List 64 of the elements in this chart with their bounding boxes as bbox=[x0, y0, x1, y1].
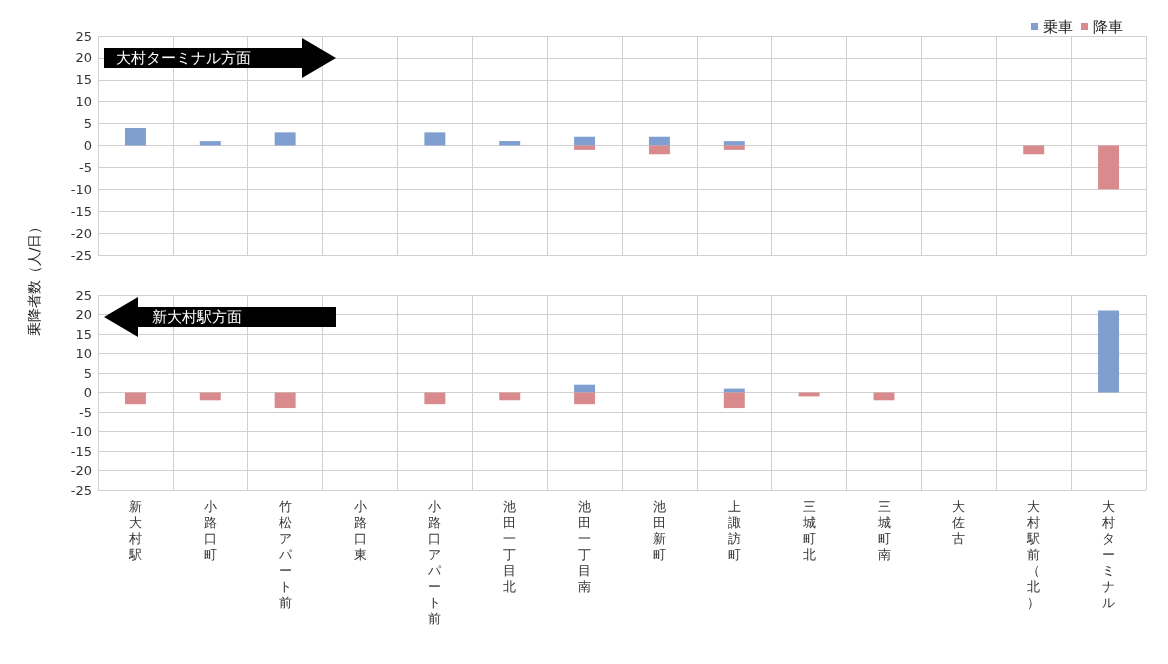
bar bbox=[648, 136, 670, 146]
legend-label: 降車 bbox=[1093, 17, 1123, 36]
y-tick-label: 5 bbox=[83, 365, 92, 381]
y-tick-label: 25 bbox=[75, 287, 92, 303]
bar bbox=[124, 392, 146, 405]
bar bbox=[1098, 145, 1120, 190]
bar bbox=[574, 145, 596, 150]
x-tick-label: 小路口町 bbox=[203, 498, 217, 562]
y-tick-label: 25 bbox=[75, 28, 92, 44]
x-tick-label: 小路口東 bbox=[353, 498, 367, 562]
bar bbox=[424, 132, 446, 146]
legend-label: 乗車 bbox=[1043, 17, 1073, 36]
x-tick-label: 池田新町 bbox=[652, 498, 666, 562]
x-tick-label: 上諏訪町 bbox=[727, 498, 741, 562]
x-tick-label: 池田一丁目南 bbox=[578, 498, 592, 594]
bar bbox=[274, 132, 296, 146]
x-tick-label: 小路口アパート前 bbox=[427, 498, 443, 626]
bar bbox=[199, 392, 221, 401]
bar bbox=[723, 388, 745, 393]
annotation: 新大村駅方面 bbox=[152, 307, 242, 327]
y-tick-label: -5 bbox=[79, 159, 92, 175]
bar bbox=[199, 141, 221, 146]
y-tick-label: -25 bbox=[70, 482, 92, 498]
y-tick-label: -10 bbox=[70, 424, 92, 439]
y-tick-label: -20 bbox=[70, 463, 92, 478]
bar bbox=[574, 392, 596, 405]
bar bbox=[723, 392, 745, 409]
y-tick-label: 15 bbox=[75, 72, 92, 88]
x-tick-label: 三城町北 bbox=[801, 498, 816, 562]
y-tick-label: 15 bbox=[75, 326, 92, 342]
y-tick-label: 20 bbox=[75, 50, 92, 66]
y-tick-label: 5 bbox=[83, 116, 92, 132]
x-tick-label: 池田一丁目北 bbox=[503, 498, 517, 594]
x-tick-label: 三城町南 bbox=[876, 498, 891, 562]
bar bbox=[424, 392, 446, 405]
bar bbox=[574, 384, 596, 393]
bar bbox=[124, 127, 146, 146]
y-tick-label: 20 bbox=[75, 307, 92, 322]
y-tick-label: -20 bbox=[70, 225, 92, 241]
x-tick-label: 竹松アパート前 bbox=[277, 498, 293, 610]
bar bbox=[648, 145, 670, 155]
y-tick-label: -5 bbox=[79, 404, 92, 420]
bar bbox=[1023, 145, 1045, 155]
y-tick-label: 10 bbox=[75, 94, 92, 110]
bar bbox=[1098, 310, 1120, 393]
annotation: 大村ターミナル方面 bbox=[116, 48, 251, 68]
y-axis-title: 乗降者数（人/日） bbox=[25, 219, 43, 337]
bar bbox=[723, 141, 745, 146]
x-tick-label: 大村駅前（北） bbox=[1026, 498, 1041, 610]
y-tick-label: 10 bbox=[75, 346, 92, 361]
x-tick-label: 新大村駅 bbox=[127, 498, 142, 562]
bar bbox=[723, 145, 745, 150]
y-tick-label: -15 bbox=[70, 203, 92, 219]
y-tick-label: 0 bbox=[83, 138, 92, 153]
x-tick-label: 大村ターミナル bbox=[1101, 498, 1116, 610]
y-tick-label: -10 bbox=[70, 181, 92, 197]
bar bbox=[274, 392, 296, 409]
y-tick-label: -25 bbox=[70, 247, 92, 263]
bar bbox=[499, 141, 521, 146]
bar bbox=[499, 392, 521, 401]
y-tick-label: 0 bbox=[83, 385, 92, 400]
bar bbox=[574, 136, 596, 146]
y-tick-label: -15 bbox=[70, 443, 92, 459]
x-tick-label: 大佐古 bbox=[952, 498, 966, 546]
